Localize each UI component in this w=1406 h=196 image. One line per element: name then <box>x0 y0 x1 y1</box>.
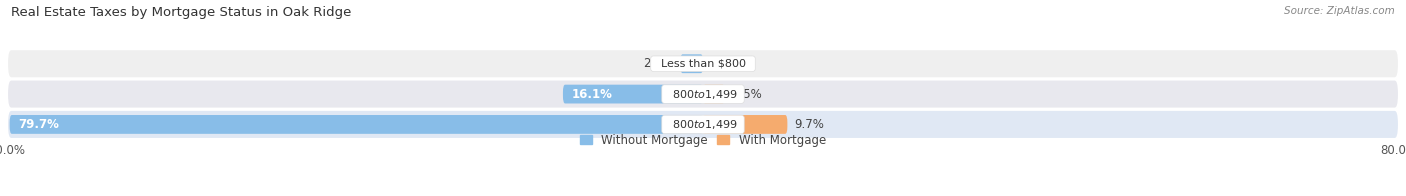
Text: Source: ZipAtlas.com: Source: ZipAtlas.com <box>1284 6 1395 16</box>
FancyBboxPatch shape <box>7 49 1399 78</box>
FancyBboxPatch shape <box>681 54 703 73</box>
FancyBboxPatch shape <box>703 85 724 103</box>
Text: 16.1%: 16.1% <box>572 88 613 101</box>
Text: 2.5%: 2.5% <box>731 88 762 101</box>
Text: $800 to $1,499: $800 to $1,499 <box>665 118 741 131</box>
Text: 0.0%: 0.0% <box>710 57 740 70</box>
Text: $800 to $1,499: $800 to $1,499 <box>665 88 741 101</box>
FancyBboxPatch shape <box>562 85 703 103</box>
FancyBboxPatch shape <box>703 115 787 134</box>
FancyBboxPatch shape <box>10 115 703 134</box>
Text: 9.7%: 9.7% <box>794 118 824 131</box>
FancyBboxPatch shape <box>7 110 1399 139</box>
Text: Less than $800: Less than $800 <box>654 59 752 69</box>
Text: 79.7%: 79.7% <box>18 118 59 131</box>
Text: Real Estate Taxes by Mortgage Status in Oak Ridge: Real Estate Taxes by Mortgage Status in … <box>11 6 352 19</box>
FancyBboxPatch shape <box>7 80 1399 109</box>
Text: 2.6%: 2.6% <box>644 57 673 70</box>
Legend: Without Mortgage, With Mortgage: Without Mortgage, With Mortgage <box>581 133 825 146</box>
